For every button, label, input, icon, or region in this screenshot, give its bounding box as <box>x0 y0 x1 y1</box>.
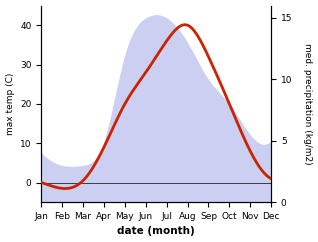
Y-axis label: med. precipitation (kg/m2): med. precipitation (kg/m2) <box>303 43 313 165</box>
X-axis label: date (month): date (month) <box>117 227 195 236</box>
Y-axis label: max temp (C): max temp (C) <box>5 73 15 135</box>
